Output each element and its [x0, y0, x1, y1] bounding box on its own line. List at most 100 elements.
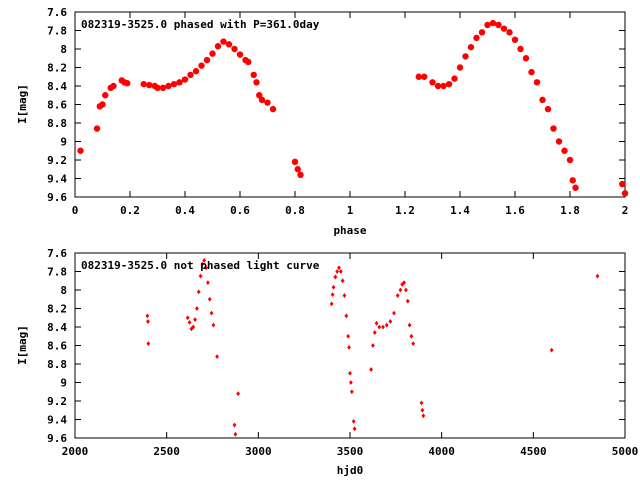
y-tick-label: 8.4 — [47, 80, 67, 93]
data-point — [192, 68, 200, 75]
data-point — [297, 171, 304, 178]
data-point — [220, 38, 227, 45]
y-tick-label: 7.8 — [47, 25, 67, 38]
data-point — [196, 289, 201, 295]
data-point — [191, 324, 196, 330]
data-point — [154, 84, 161, 92]
data-point — [398, 287, 403, 293]
data-point — [381, 324, 385, 330]
data-point — [348, 380, 353, 385]
data-point — [207, 296, 212, 302]
data-point — [187, 319, 192, 325]
data-point — [102, 92, 109, 99]
x-tick-label: 1.8 — [560, 204, 580, 217]
data-point — [159, 84, 167, 92]
data-point — [140, 80, 147, 88]
data-point — [561, 147, 568, 154]
data-point — [202, 258, 207, 263]
x-tick-labels: 0 0.2 0.4 0.6 0.8 1 1.2 1.4 1.6 1.8 2 — [72, 204, 629, 217]
y-tick-label: 8.6 — [47, 99, 67, 112]
y-tick-label: 8.4 — [47, 321, 67, 334]
data-point — [392, 310, 396, 316]
data-point — [372, 330, 377, 335]
data-point — [407, 322, 412, 328]
data-point — [264, 99, 271, 106]
data-point — [400, 282, 405, 287]
y-tick-labels: 7.6 7.8 8 8.2 8.4 8.6 8.8 9 9.2 9.4 9.6 — [47, 6, 67, 204]
data-point — [232, 422, 237, 428]
data-point — [484, 21, 491, 29]
data-point — [236, 51, 244, 58]
y-tick-label: 9 — [60, 136, 67, 149]
plot-frame — [74, 11, 626, 198]
data-point — [338, 269, 343, 274]
x-tick-label: 4500 — [520, 445, 547, 458]
data-point — [374, 320, 379, 326]
y-tick-label: 8 — [60, 43, 67, 56]
y-tick-label: 8.2 — [47, 303, 67, 316]
x-tick-label: 1 — [347, 204, 354, 217]
data-point — [462, 53, 469, 60]
data-point — [405, 298, 410, 304]
y-tick-label: 7.6 — [47, 6, 67, 19]
data-point — [193, 317, 198, 322]
data-point — [440, 82, 447, 90]
data-point — [231, 45, 238, 53]
y-tick-label: 8.6 — [47, 340, 67, 353]
data-point — [500, 25, 508, 32]
x-axis-label: hjd0 — [337, 464, 364, 477]
data-points — [77, 19, 629, 197]
data-point — [566, 156, 574, 164]
data-point — [330, 292, 335, 298]
data-point — [533, 79, 541, 86]
data-point — [456, 64, 464, 71]
data-point — [165, 82, 172, 90]
data-point — [256, 92, 263, 99]
data-point — [370, 343, 375, 348]
x-tick-label: 4000 — [428, 445, 455, 458]
x-tick-label: 1.2 — [395, 204, 415, 217]
x-tick-label: 1.4 — [450, 204, 470, 217]
data-point — [434, 82, 442, 90]
data-point — [209, 50, 216, 57]
x-tick-label: 2000 — [62, 445, 89, 458]
x-tick-label: 0.4 — [175, 204, 195, 217]
data-point — [415, 73, 422, 80]
data-point — [403, 287, 408, 293]
data-point — [377, 324, 382, 330]
data-point — [595, 273, 600, 279]
x-tick-label: 0.8 — [285, 204, 305, 217]
data-point — [145, 313, 150, 319]
y-tick-label: 9 — [60, 377, 67, 390]
data-point — [110, 82, 117, 90]
data-point — [451, 75, 458, 82]
x-tick-label: 3500 — [337, 445, 364, 458]
unphased-light-curve-panel: 2000 2500 3000 3500 4000 4500 5000 7.6 7.8 8 8.2 8… — [16, 247, 638, 477]
data-point — [333, 274, 338, 280]
data-point — [209, 310, 214, 316]
data-point — [124, 80, 131, 87]
data-point — [170, 80, 178, 88]
data-point — [388, 319, 393, 324]
tick-marks — [74, 252, 626, 439]
data-point — [349, 389, 354, 395]
data-point — [211, 322, 216, 328]
data-point — [352, 426, 357, 432]
data-point — [198, 62, 205, 69]
data-point — [146, 341, 151, 347]
x-tick-label: 2500 — [153, 445, 180, 458]
data-points — [145, 258, 600, 437]
data-point — [269, 105, 277, 113]
data-point — [215, 354, 220, 359]
data-point — [409, 333, 414, 339]
data-point — [205, 280, 210, 285]
data-point — [335, 269, 340, 274]
data-point — [351, 418, 356, 424]
data-point — [495, 21, 502, 29]
data-point — [198, 273, 203, 279]
data-point — [194, 306, 199, 311]
data-point — [572, 184, 579, 191]
data-point — [236, 391, 241, 396]
y-tick-label: 9.2 — [47, 154, 67, 167]
